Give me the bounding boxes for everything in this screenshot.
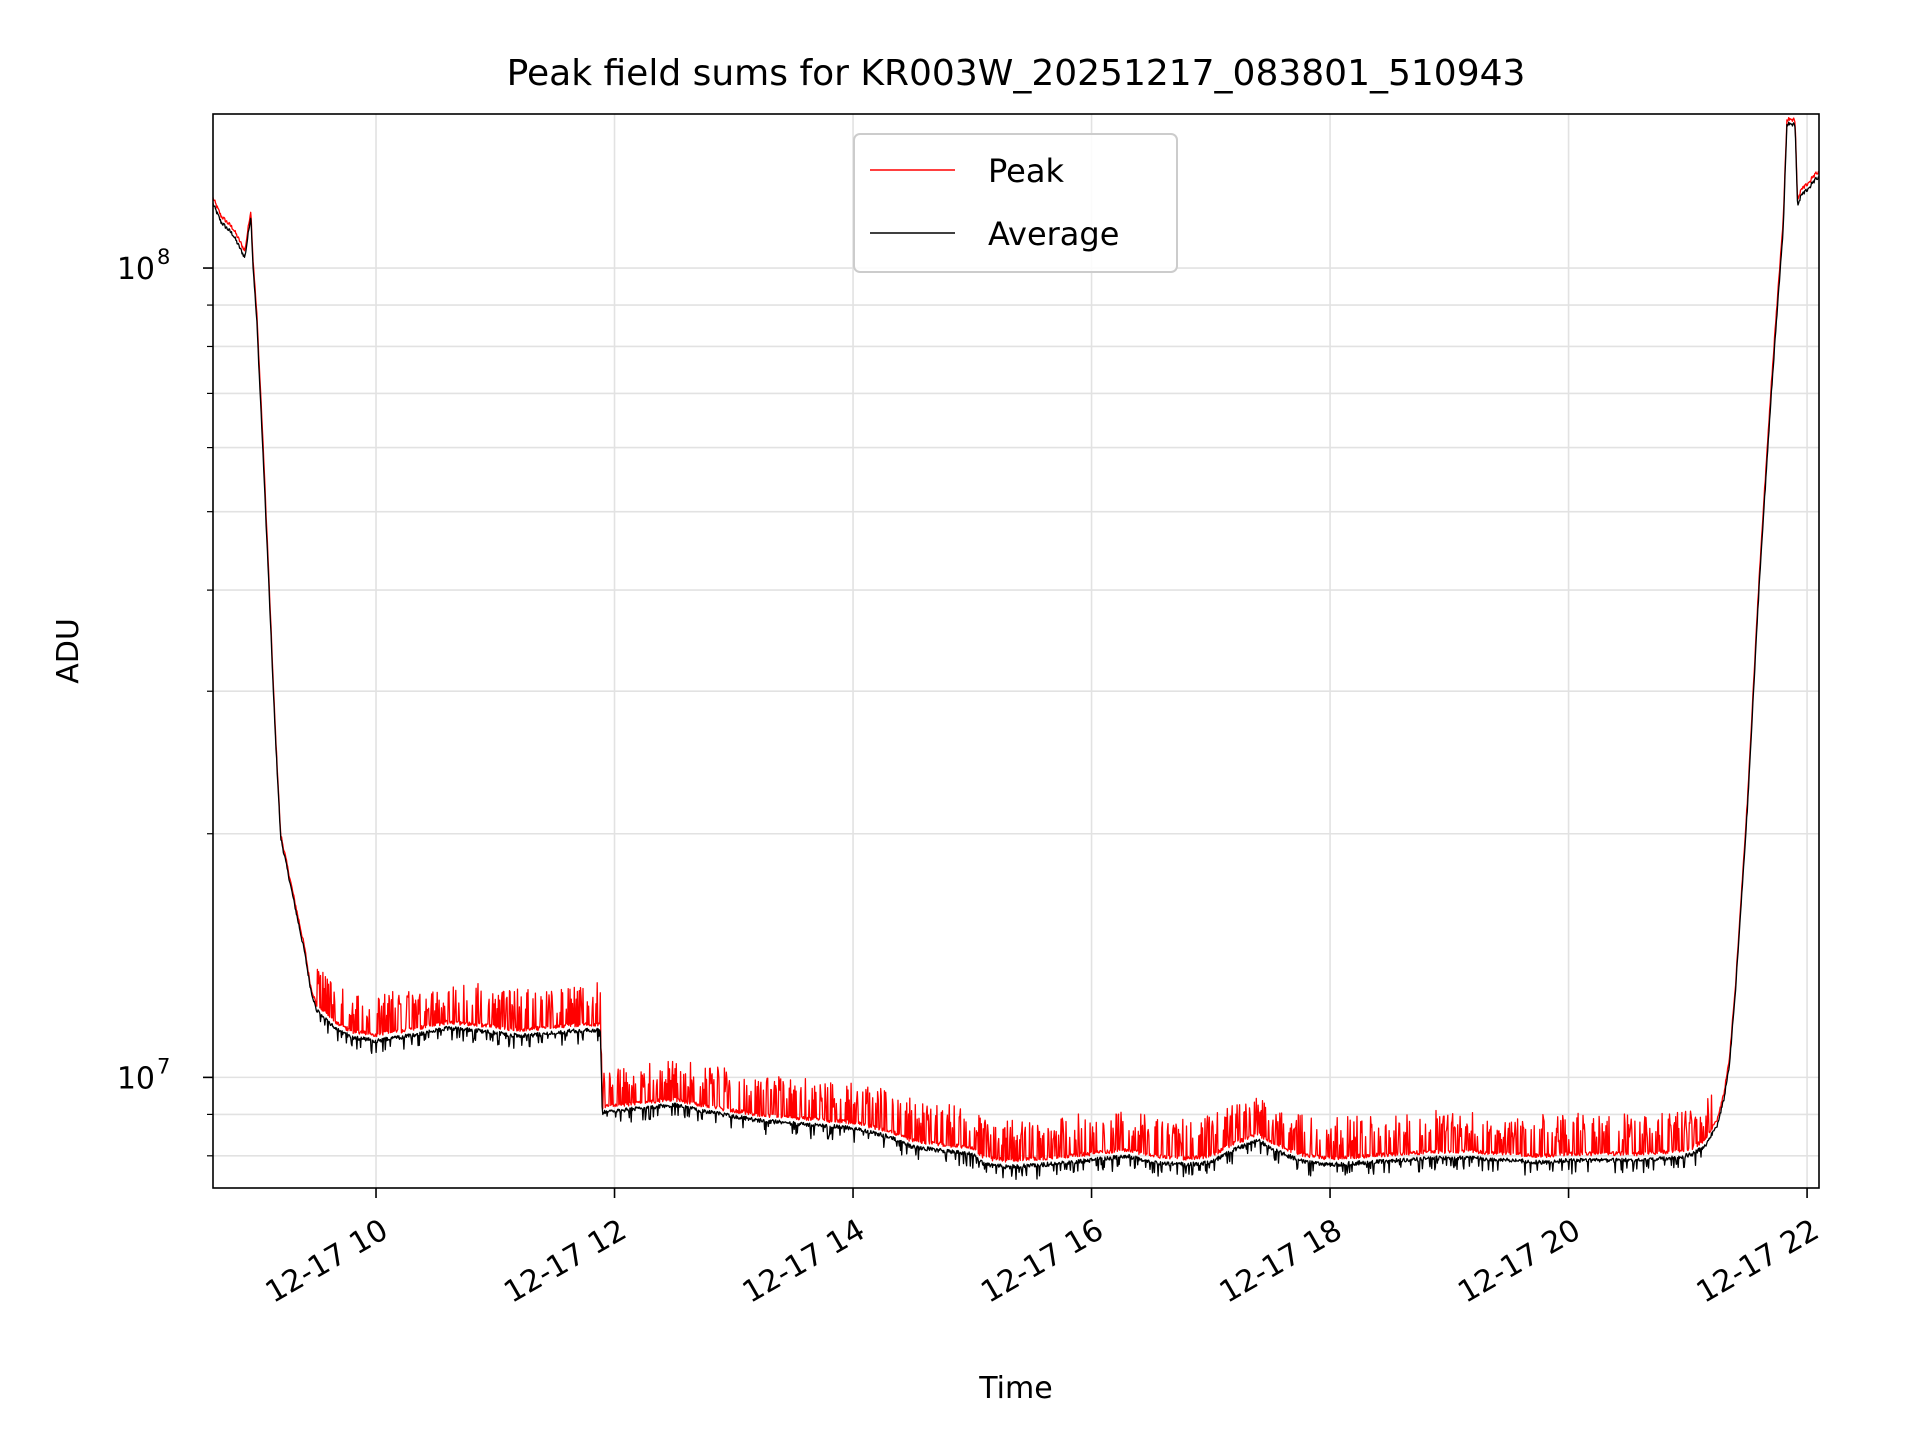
y-tick-label: 10 7 bbox=[117, 1054, 171, 1096]
y-tick-label-base: 10 bbox=[117, 252, 155, 287]
series-average-line bbox=[212, 121, 1820, 1180]
grid-lines bbox=[213, 114, 1819, 1188]
series-peak-line bbox=[212, 116, 1820, 1163]
plot-frame bbox=[212, 113, 1820, 1189]
y-tick-label-exponent: 7 bbox=[157, 1054, 170, 1078]
y-tick-label-exponent: 8 bbox=[157, 245, 170, 269]
legend: Peak Average bbox=[853, 133, 1178, 273]
y-axis-label: ADU bbox=[51, 618, 86, 684]
chart-title: Peak field sums for KR003W_20251217_0838… bbox=[507, 53, 1526, 94]
series-lines bbox=[212, 116, 1820, 1180]
y-tick-label: 10 8 bbox=[117, 245, 171, 287]
x-axis-label: Time bbox=[978, 1371, 1052, 1406]
legend-box bbox=[853, 133, 1178, 273]
legend-average-label: Average bbox=[988, 215, 1119, 253]
legend-peak-label: Peak bbox=[988, 152, 1064, 190]
plot-area bbox=[213, 114, 1819, 1188]
y-tick-label-base: 10 bbox=[117, 1061, 155, 1096]
